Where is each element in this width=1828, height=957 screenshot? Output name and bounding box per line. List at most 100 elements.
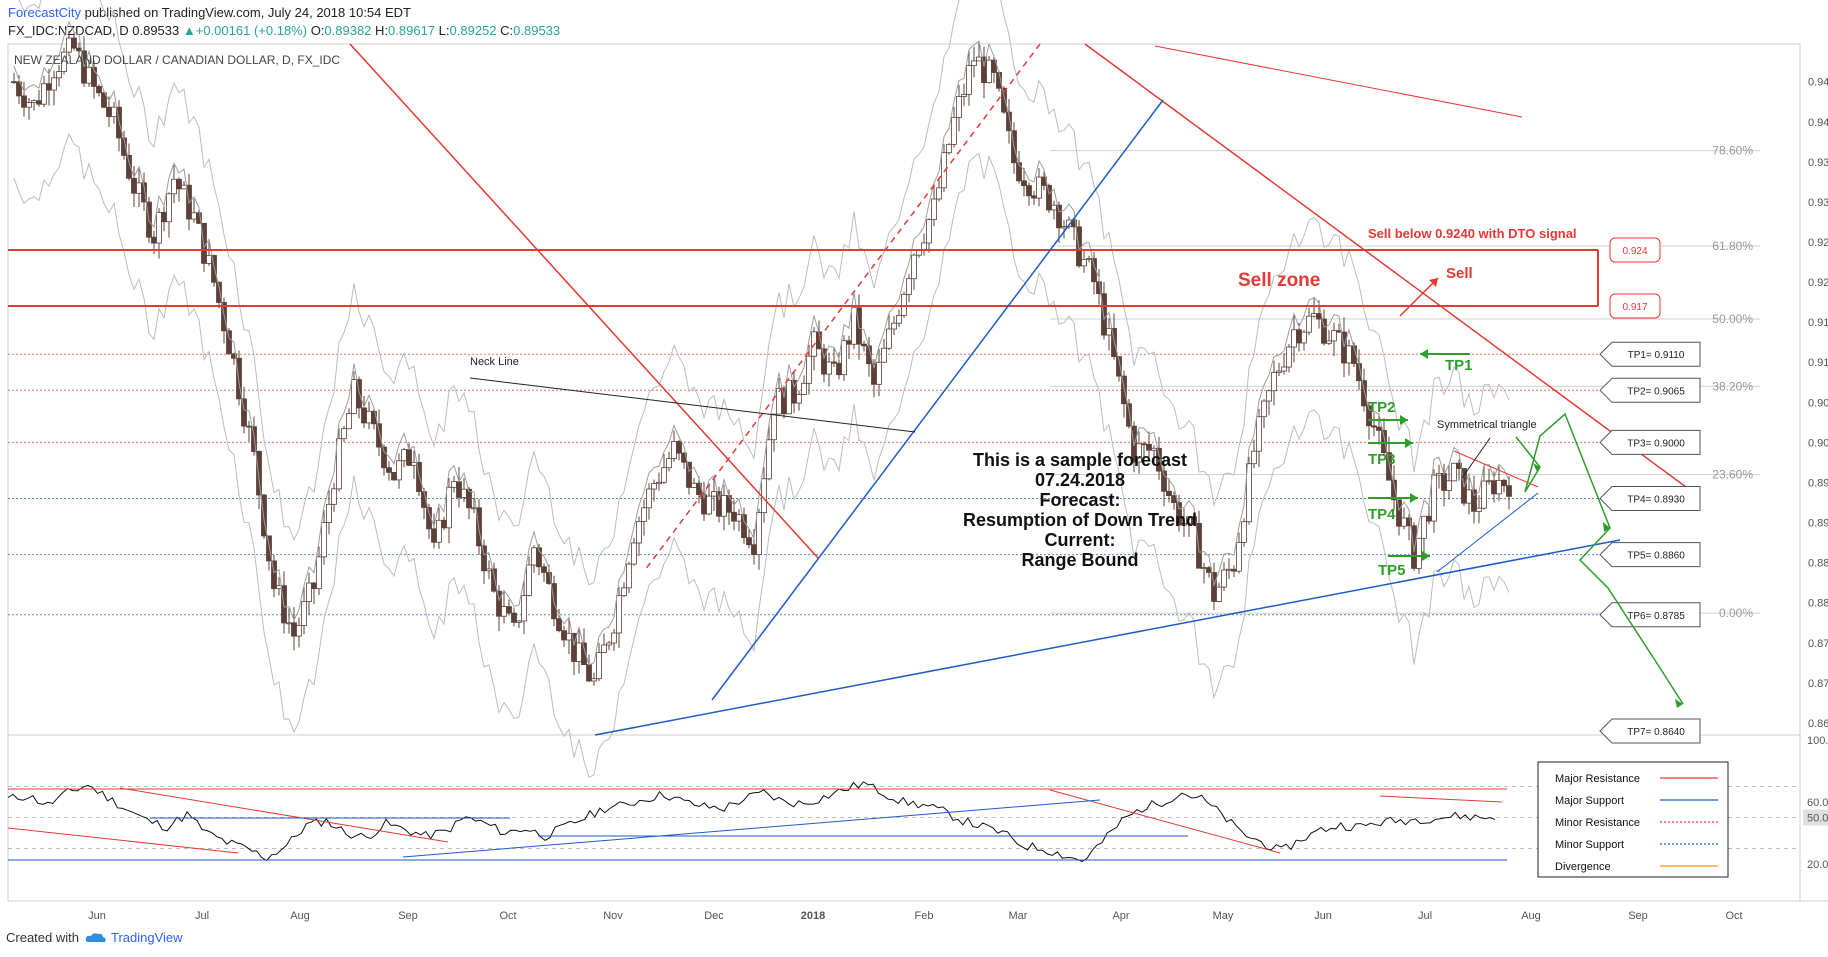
candle-body xyxy=(751,544,757,555)
tp-box-label: TP2= 0.9065 xyxy=(1627,386,1685,397)
candle-body xyxy=(576,642,582,662)
candle-body xyxy=(926,219,932,244)
candle-body xyxy=(1261,400,1267,418)
candle-body xyxy=(671,441,677,459)
time-tick-label: May xyxy=(1213,910,1234,922)
candle-body xyxy=(646,488,652,509)
candle-body xyxy=(381,446,387,469)
time-tick-label: Oct xyxy=(499,910,516,922)
tp-callout: TP4= 0.8930 xyxy=(1599,486,1701,512)
forecast-text-block: This is a sample forecast07.24.2018Forec… xyxy=(963,450,1197,570)
zone-top-label: 0.924 xyxy=(1622,246,1647,257)
candle-body xyxy=(686,461,692,488)
candle-body xyxy=(1266,390,1272,402)
candle-body xyxy=(171,178,177,195)
upper-band xyxy=(18,0,1510,586)
price-tick-label: 0.91000 xyxy=(1808,357,1828,369)
tradingview-link[interactable]: TradingView xyxy=(85,930,183,945)
candle-body xyxy=(741,514,747,539)
candle-body xyxy=(1036,176,1042,199)
candle-body xyxy=(716,491,722,517)
tp-box xyxy=(1599,542,1701,568)
fib-label: 38.20% xyxy=(1712,379,1753,393)
candle-body xyxy=(1471,489,1477,512)
price-tick-label: 0.88000 xyxy=(1808,598,1828,610)
legend-label: Major Support xyxy=(1555,795,1624,807)
candle-body xyxy=(1376,426,1382,431)
candle-body xyxy=(1361,380,1367,407)
candle-body xyxy=(336,438,342,490)
price-tick-label: 0.89500 xyxy=(1808,477,1828,489)
low-label: L: xyxy=(438,23,450,38)
ohlc-line: FX_IDC:NZDCAD, D 0.89533 ▲+0.00161 (+0.1… xyxy=(8,22,560,40)
candle-body xyxy=(606,642,612,646)
tp-callout: TP2= 0.9065 xyxy=(1599,377,1701,403)
candle-body xyxy=(176,178,182,190)
candle-body xyxy=(951,116,957,145)
candle-body xyxy=(436,519,442,543)
triangle-pointer xyxy=(1461,437,1491,479)
candle-body xyxy=(1256,416,1262,452)
time-tick-label: Jun xyxy=(1314,910,1332,922)
candle-body xyxy=(911,254,917,280)
tp-arrow-head xyxy=(1410,493,1418,503)
triangle-lower-line xyxy=(1436,492,1539,573)
osc-trendline xyxy=(119,787,449,843)
candle-body xyxy=(901,293,907,316)
candle-body xyxy=(1231,568,1237,572)
candle-body xyxy=(626,563,632,589)
last-price: 0.89533 xyxy=(132,23,180,38)
candle-body xyxy=(491,568,497,592)
neck-line-label: Neck Line xyxy=(470,356,519,368)
candle-body xyxy=(831,361,837,364)
tp-arrow-head xyxy=(1400,415,1408,425)
candle-body xyxy=(971,60,977,66)
candle-body xyxy=(1426,515,1432,522)
candle-body xyxy=(1421,515,1427,539)
candle-body xyxy=(601,644,607,653)
candle-body xyxy=(1091,258,1097,283)
price-tick-label: 0.89000 xyxy=(1808,518,1828,530)
time-tick-label: Sep xyxy=(398,910,418,922)
tp-arrow-label: TP4 xyxy=(1368,506,1396,523)
candle-body xyxy=(836,362,842,376)
candle-body xyxy=(1506,485,1512,497)
candle-body xyxy=(621,587,627,597)
osc-trendline xyxy=(402,799,1101,858)
candle-body xyxy=(1161,470,1167,492)
candle-body xyxy=(906,278,912,295)
tp-box xyxy=(1599,486,1701,512)
tp-box xyxy=(1599,602,1701,628)
candle-body xyxy=(1401,517,1407,527)
candles xyxy=(11,0,1512,778)
candle-body xyxy=(1396,499,1402,527)
candle-body xyxy=(1251,450,1257,465)
candle-body xyxy=(1216,586,1222,602)
candle-body xyxy=(56,71,62,79)
candle-body xyxy=(501,606,507,617)
symbol-label: FX_IDC:NZDCAD, D xyxy=(8,23,129,38)
candle-body xyxy=(246,425,252,428)
candle-body xyxy=(86,66,92,84)
candle-body xyxy=(1286,346,1292,368)
tp-arrow-label: TP1 xyxy=(1445,357,1473,374)
candle-body xyxy=(306,582,312,602)
candle-body xyxy=(721,495,727,517)
candle-body xyxy=(111,106,117,117)
candle-body xyxy=(1496,479,1502,495)
candle-body xyxy=(1156,447,1162,472)
zone-top-box xyxy=(1609,237,1661,263)
candle-body xyxy=(256,451,262,496)
candle-body xyxy=(321,522,327,558)
forecast-line: This is a sample forecast xyxy=(973,450,1187,470)
candle-body xyxy=(1486,480,1492,483)
tp-arrow-head xyxy=(1405,438,1413,448)
time-tick-label: Dec xyxy=(704,910,724,922)
candle-body xyxy=(356,379,362,409)
price-axis: 0.94500 0.94000 0.93500 0.93000 0.92500 0.920… xyxy=(1808,77,1828,730)
tp-box-label: TP1= 0.9110 xyxy=(1628,350,1685,361)
candle-body xyxy=(1196,522,1202,569)
candle-body xyxy=(1236,541,1242,572)
candle-body xyxy=(1391,479,1397,501)
